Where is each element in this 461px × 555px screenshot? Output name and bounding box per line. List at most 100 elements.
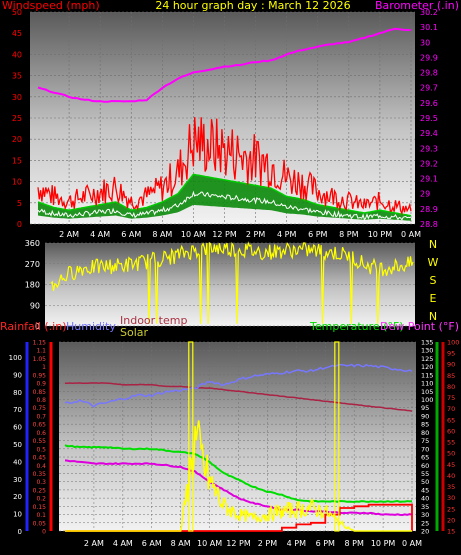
direction-y-tick: 90 [30, 301, 40, 310]
temp-x-tick: 6 PM [316, 539, 335, 548]
temp-y-tick: 105 [421, 388, 433, 396]
wind-x-tick: 6 PM [308, 230, 327, 239]
barometer-y-tick: 29.4 [420, 129, 438, 138]
wind-y-tick: 0 [17, 220, 22, 229]
direction-y-tick: 270 [25, 260, 40, 269]
humidity-y-tick: 10 [13, 511, 22, 519]
wind-x-tick: 6 AM [121, 230, 141, 239]
wind-x-tick: 10 AM [181, 230, 206, 239]
wind-x-tick: 0 AM [401, 230, 421, 239]
humidity-y-tick: 60 [13, 424, 22, 432]
rain-y-tick: 0.05 [33, 520, 47, 527]
barometer-y-tick: 29.6 [420, 99, 438, 108]
temp-rain-panel: 0 0.050.10.150.2 0.250.30.350.40.45 0.50.55… [0, 314, 459, 548]
barometer-line [37, 27, 411, 103]
barometer-y-tick: 30.1 [420, 23, 438, 32]
humidity-y-tick: 90 [13, 371, 22, 379]
wind-y-tick: 45 [12, 29, 22, 38]
humidity-y-tick: 50 [13, 441, 22, 449]
humidity-y-tick: 100 [9, 354, 22, 362]
dewpoint-y-tick: 55 [447, 439, 455, 447]
rain-y-tick: 0.6 [36, 430, 46, 437]
temp-x-tick: 2 PM [258, 539, 277, 548]
humidity-y-tick: 0 [18, 528, 22, 536]
temp-y-tick: 95 [421, 404, 429, 412]
temp-plot-area [59, 342, 416, 531]
compass-label: S [430, 274, 437, 287]
barometer-y-axis: 28.8 28.9 29 29.1 29.2 29.3 29.4 29.5 29.6 29.7 29… [420, 8, 438, 229]
temp-x-tick: 8 AM [171, 539, 191, 548]
wind-average-line [37, 190, 412, 221]
rain-y-tick: 1 [42, 364, 46, 371]
wind-direction-line [50, 241, 414, 324]
barometer-y-tick: 30.2 [420, 8, 438, 17]
temp-x-tick: 10 AM [197, 539, 222, 548]
rain-y-tick: 1.05 [33, 356, 47, 363]
temp-y-tick: 20 [421, 528, 429, 536]
barometer-y-tick: 28.9 [420, 205, 438, 214]
rain-y-tick: 0.3 [36, 479, 46, 486]
wind-x-axis: 2 AM 4 AM 6 AM 8 AM 10 AM 12 PM 2 PM 4 PM 6 PM 8 … [59, 230, 421, 239]
wind-y-tick: 5 [17, 199, 22, 208]
temperature-line [64, 444, 413, 503]
rain-y-tick: 0.75 [33, 405, 47, 412]
dewpoint-y-tick: 65 [447, 416, 455, 424]
temp-y-tick: 75 [421, 437, 429, 445]
rain-y-tick: 0.25 [33, 487, 47, 494]
humidity-y-tick: 40 [13, 458, 22, 466]
wind-y-tick: 10 [12, 178, 22, 187]
humidity-y-tick: 20 [13, 493, 22, 501]
temp-y-tick: 70 [421, 445, 429, 453]
wind-y-tick: 25 [12, 114, 22, 123]
windspeed-label: Windspeed (mph) [2, 0, 100, 12]
temp-y-tick: 45 [421, 486, 429, 494]
temp-y-tick: 90 [421, 412, 429, 420]
direction-y-axis: 0 90 180 270 360 [25, 239, 40, 331]
wind-series [37, 117, 412, 221]
dewpoint-y-tick: 100 [447, 339, 459, 347]
temp-y-tick: 100 [421, 396, 433, 404]
temp-y-tick: 30 [421, 511, 429, 519]
temp-y-tick: 65 [421, 454, 429, 462]
wind-x-tick: 4 AM [90, 230, 110, 239]
wind-y-tick: 35 [12, 72, 22, 81]
wind-y-axis: 0 5 10 15 20 25 30 35 40 45 50 [12, 8, 22, 229]
temp-y-tick: 120 [421, 363, 433, 371]
temp-y-tick: 35 [421, 503, 429, 511]
legend-dew-point: Dew Point (°F) [380, 320, 459, 333]
humidity-y-tick: 80 [13, 389, 22, 397]
temp-y-tick: 40 [421, 495, 429, 503]
dew-point-line [64, 459, 413, 517]
gust-band-upper [37, 173, 412, 217]
barometer-label: Barometer (.in) [375, 0, 459, 12]
barometer-y-tick: 28.8 [420, 220, 438, 229]
dewpoint-y-tick: 80 [447, 383, 455, 391]
temp-y-tick: 135 [421, 339, 433, 347]
temp-y-tick: 130 [421, 347, 433, 355]
barometer-y-tick: 29 [420, 190, 430, 199]
wind-y-tick: 50 [12, 8, 22, 17]
barometer-y-tick: 29.8 [420, 69, 438, 78]
dewpoint-y-tick: 90 [447, 361, 455, 369]
legend-rainfall: Rainfall (.in) [0, 320, 67, 333]
wind-x-tick: 10 PM [368, 230, 393, 239]
humidity-y-tick: 30 [13, 476, 22, 484]
barometer-y-tick: 29.5 [420, 114, 438, 123]
humidity-y-tick: 70 [13, 406, 22, 414]
humidity-line [64, 363, 413, 408]
compass-label: E [430, 292, 437, 305]
rain-y-tick: 0.45 [33, 455, 47, 462]
barometer-y-tick: 29.2 [420, 159, 438, 168]
dewpoint-y-tick: 75 [447, 394, 455, 402]
dewpoint-y-tick: 15 [447, 528, 455, 536]
rain-y-tick: 1.1 [36, 348, 46, 355]
wind-y-tick: 20 [12, 135, 22, 144]
rain-y-tick: 0.65 [33, 422, 47, 429]
wind-x-tick: 2 AM [59, 230, 79, 239]
compass-label: N [429, 238, 437, 251]
barometer-y-tick: 29.1 [420, 175, 438, 184]
compass-label: N [429, 310, 437, 323]
dewpoint-y-tick: 40 [447, 472, 455, 480]
